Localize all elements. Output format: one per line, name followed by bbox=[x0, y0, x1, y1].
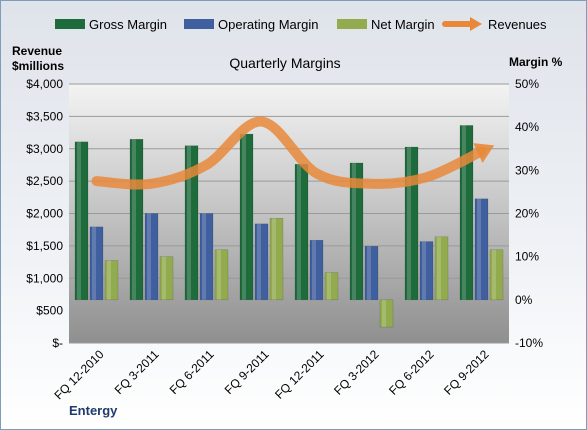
bar-highlight bbox=[187, 145, 191, 300]
right-tick-label: 30% bbox=[515, 163, 539, 177]
bar-operating-margin bbox=[419, 241, 434, 301]
legend-label-net-margin: Net Margin bbox=[371, 17, 435, 32]
bar-gross-margin bbox=[184, 145, 199, 301]
legend: Gross Margin Operating Margin Net Margin… bbox=[55, 17, 547, 32]
revenue-line bbox=[91, 116, 487, 190]
bar-net-margin bbox=[214, 249, 229, 301]
right-tick-label: 50% bbox=[515, 77, 539, 91]
bar-net-margin bbox=[269, 217, 284, 301]
bar-net-margin bbox=[104, 260, 119, 301]
left-tick-label: $2,500 bbox=[26, 174, 63, 188]
bar-operating-margin bbox=[89, 226, 104, 301]
left-tick-label: $1,000 bbox=[26, 271, 63, 285]
bar-highlight bbox=[77, 141, 81, 300]
bars bbox=[74, 125, 504, 328]
bar-net-margin bbox=[159, 256, 174, 301]
bar-gross-margin bbox=[294, 164, 309, 301]
bar-highlight bbox=[92, 226, 96, 300]
x-tick-label: FQ 12-2011 bbox=[272, 347, 327, 402]
left-axis-title: Revenue $millions bbox=[12, 44, 65, 73]
bar-highlight bbox=[477, 198, 481, 300]
bar-operating-margin bbox=[254, 223, 269, 301]
bar-net-margin bbox=[379, 299, 394, 328]
bar-highlight bbox=[162, 256, 166, 300]
bar-highlight bbox=[242, 134, 246, 300]
x-tick-label: FQ 6-2012 bbox=[386, 347, 437, 398]
right-axis-ticks: -10% 0% 10% 20% 30% 40% 50% bbox=[515, 77, 543, 350]
bar-operating-margin bbox=[474, 198, 489, 301]
bar-gross-margin bbox=[129, 139, 144, 301]
bar-highlight bbox=[437, 236, 441, 300]
revenue-series bbox=[91, 116, 495, 190]
x-axis-labels: FQ 12-2010 FQ 3-2011 FQ 6-2011 FQ 9-2011 FQ … bbox=[51, 347, 491, 402]
left-tick-label: $4,000 bbox=[26, 77, 63, 91]
bar-gross-margin bbox=[349, 162, 364, 301]
bar-highlight bbox=[132, 139, 136, 300]
bar-gross-margin bbox=[74, 141, 89, 301]
legend-swatch-operating-margin bbox=[184, 19, 214, 29]
revenue-arrowhead bbox=[473, 143, 495, 163]
right-tick-label: -10% bbox=[515, 336, 543, 350]
right-tick-label: 20% bbox=[515, 207, 539, 221]
bar-operating-margin bbox=[364, 246, 379, 301]
bar-net-margin bbox=[434, 236, 449, 301]
legend-arrowhead-revenues bbox=[470, 17, 482, 31]
bar-highlight bbox=[462, 125, 466, 300]
bar-operating-margin bbox=[199, 213, 214, 301]
bar-gross-margin bbox=[459, 125, 474, 301]
legend-label-operating-margin: Operating Margin bbox=[218, 17, 318, 32]
bar-highlight bbox=[382, 299, 386, 328]
legend-item-gross-margin: Gross Margin bbox=[55, 17, 167, 32]
bar-highlight bbox=[367, 246, 371, 300]
bar-operating-margin bbox=[309, 240, 324, 301]
left-tick-label: $3,000 bbox=[26, 142, 63, 156]
bar-highlight bbox=[257, 223, 261, 300]
bar-highlight bbox=[272, 218, 276, 300]
bar-gross-margin bbox=[404, 146, 419, 301]
left-tick-label: $- bbox=[52, 336, 63, 350]
x-tick-label: FQ 12-2010 bbox=[51, 347, 106, 402]
legend-item-net-margin: Net Margin bbox=[337, 17, 435, 32]
legend-swatch-gross-margin bbox=[55, 19, 85, 29]
bar-highlight bbox=[352, 162, 356, 300]
bar-operating-margin bbox=[144, 213, 159, 301]
legend-item-revenues: Revenues bbox=[442, 17, 547, 32]
right-tick-label: 10% bbox=[515, 250, 539, 264]
left-axis-title-line-2: $millions bbox=[12, 59, 64, 73]
bar-highlight bbox=[407, 147, 411, 300]
bar-gross-margin bbox=[239, 133, 254, 301]
bar-highlight bbox=[297, 164, 301, 300]
left-axis-title-line-1: Revenue bbox=[12, 44, 62, 58]
x-tick-label: FQ 3-2011 bbox=[112, 347, 162, 397]
bar-highlight bbox=[107, 260, 111, 300]
right-axis-title: Margin % bbox=[509, 55, 563, 69]
bar-net-margin bbox=[489, 249, 504, 301]
bar-highlight bbox=[217, 249, 221, 300]
left-tick-label: $1,500 bbox=[26, 239, 63, 253]
left-axis-ticks: $- $500 $1,000 $1,500 $2,000 $2,500 $3,000 $3,5… bbox=[26, 77, 63, 350]
chart-title: Quarterly Margins bbox=[229, 55, 340, 71]
bar-highlight bbox=[422, 241, 426, 300]
right-tick-label: 40% bbox=[515, 120, 539, 134]
bar-highlight bbox=[492, 249, 496, 300]
legend-label-revenues: Revenues bbox=[488, 17, 547, 32]
right-tick-label: 0% bbox=[515, 293, 533, 307]
company-name: Entergy bbox=[69, 403, 118, 418]
legend-label-gross-margin: Gross Margin bbox=[89, 17, 167, 32]
x-tick-label: FQ 3-2012 bbox=[331, 347, 382, 398]
left-tick-label: $2,000 bbox=[26, 207, 63, 221]
left-tick-label: $500 bbox=[36, 304, 63, 318]
legend-swatch-net-margin bbox=[337, 19, 367, 29]
x-tick-label: FQ 9-2012 bbox=[441, 347, 492, 398]
bar-net-margin bbox=[324, 272, 339, 301]
bar-highlight bbox=[312, 240, 316, 300]
bar-highlight bbox=[147, 213, 151, 300]
left-tick-label: $3,500 bbox=[26, 109, 63, 123]
legend-item-operating-margin: Operating Margin bbox=[184, 17, 318, 32]
x-tick-label: FQ 6-2011 bbox=[167, 347, 217, 397]
bar-highlight bbox=[202, 213, 206, 300]
x-tick-label: FQ 9-2011 bbox=[222, 347, 272, 397]
bar-highlight bbox=[327, 272, 331, 300]
